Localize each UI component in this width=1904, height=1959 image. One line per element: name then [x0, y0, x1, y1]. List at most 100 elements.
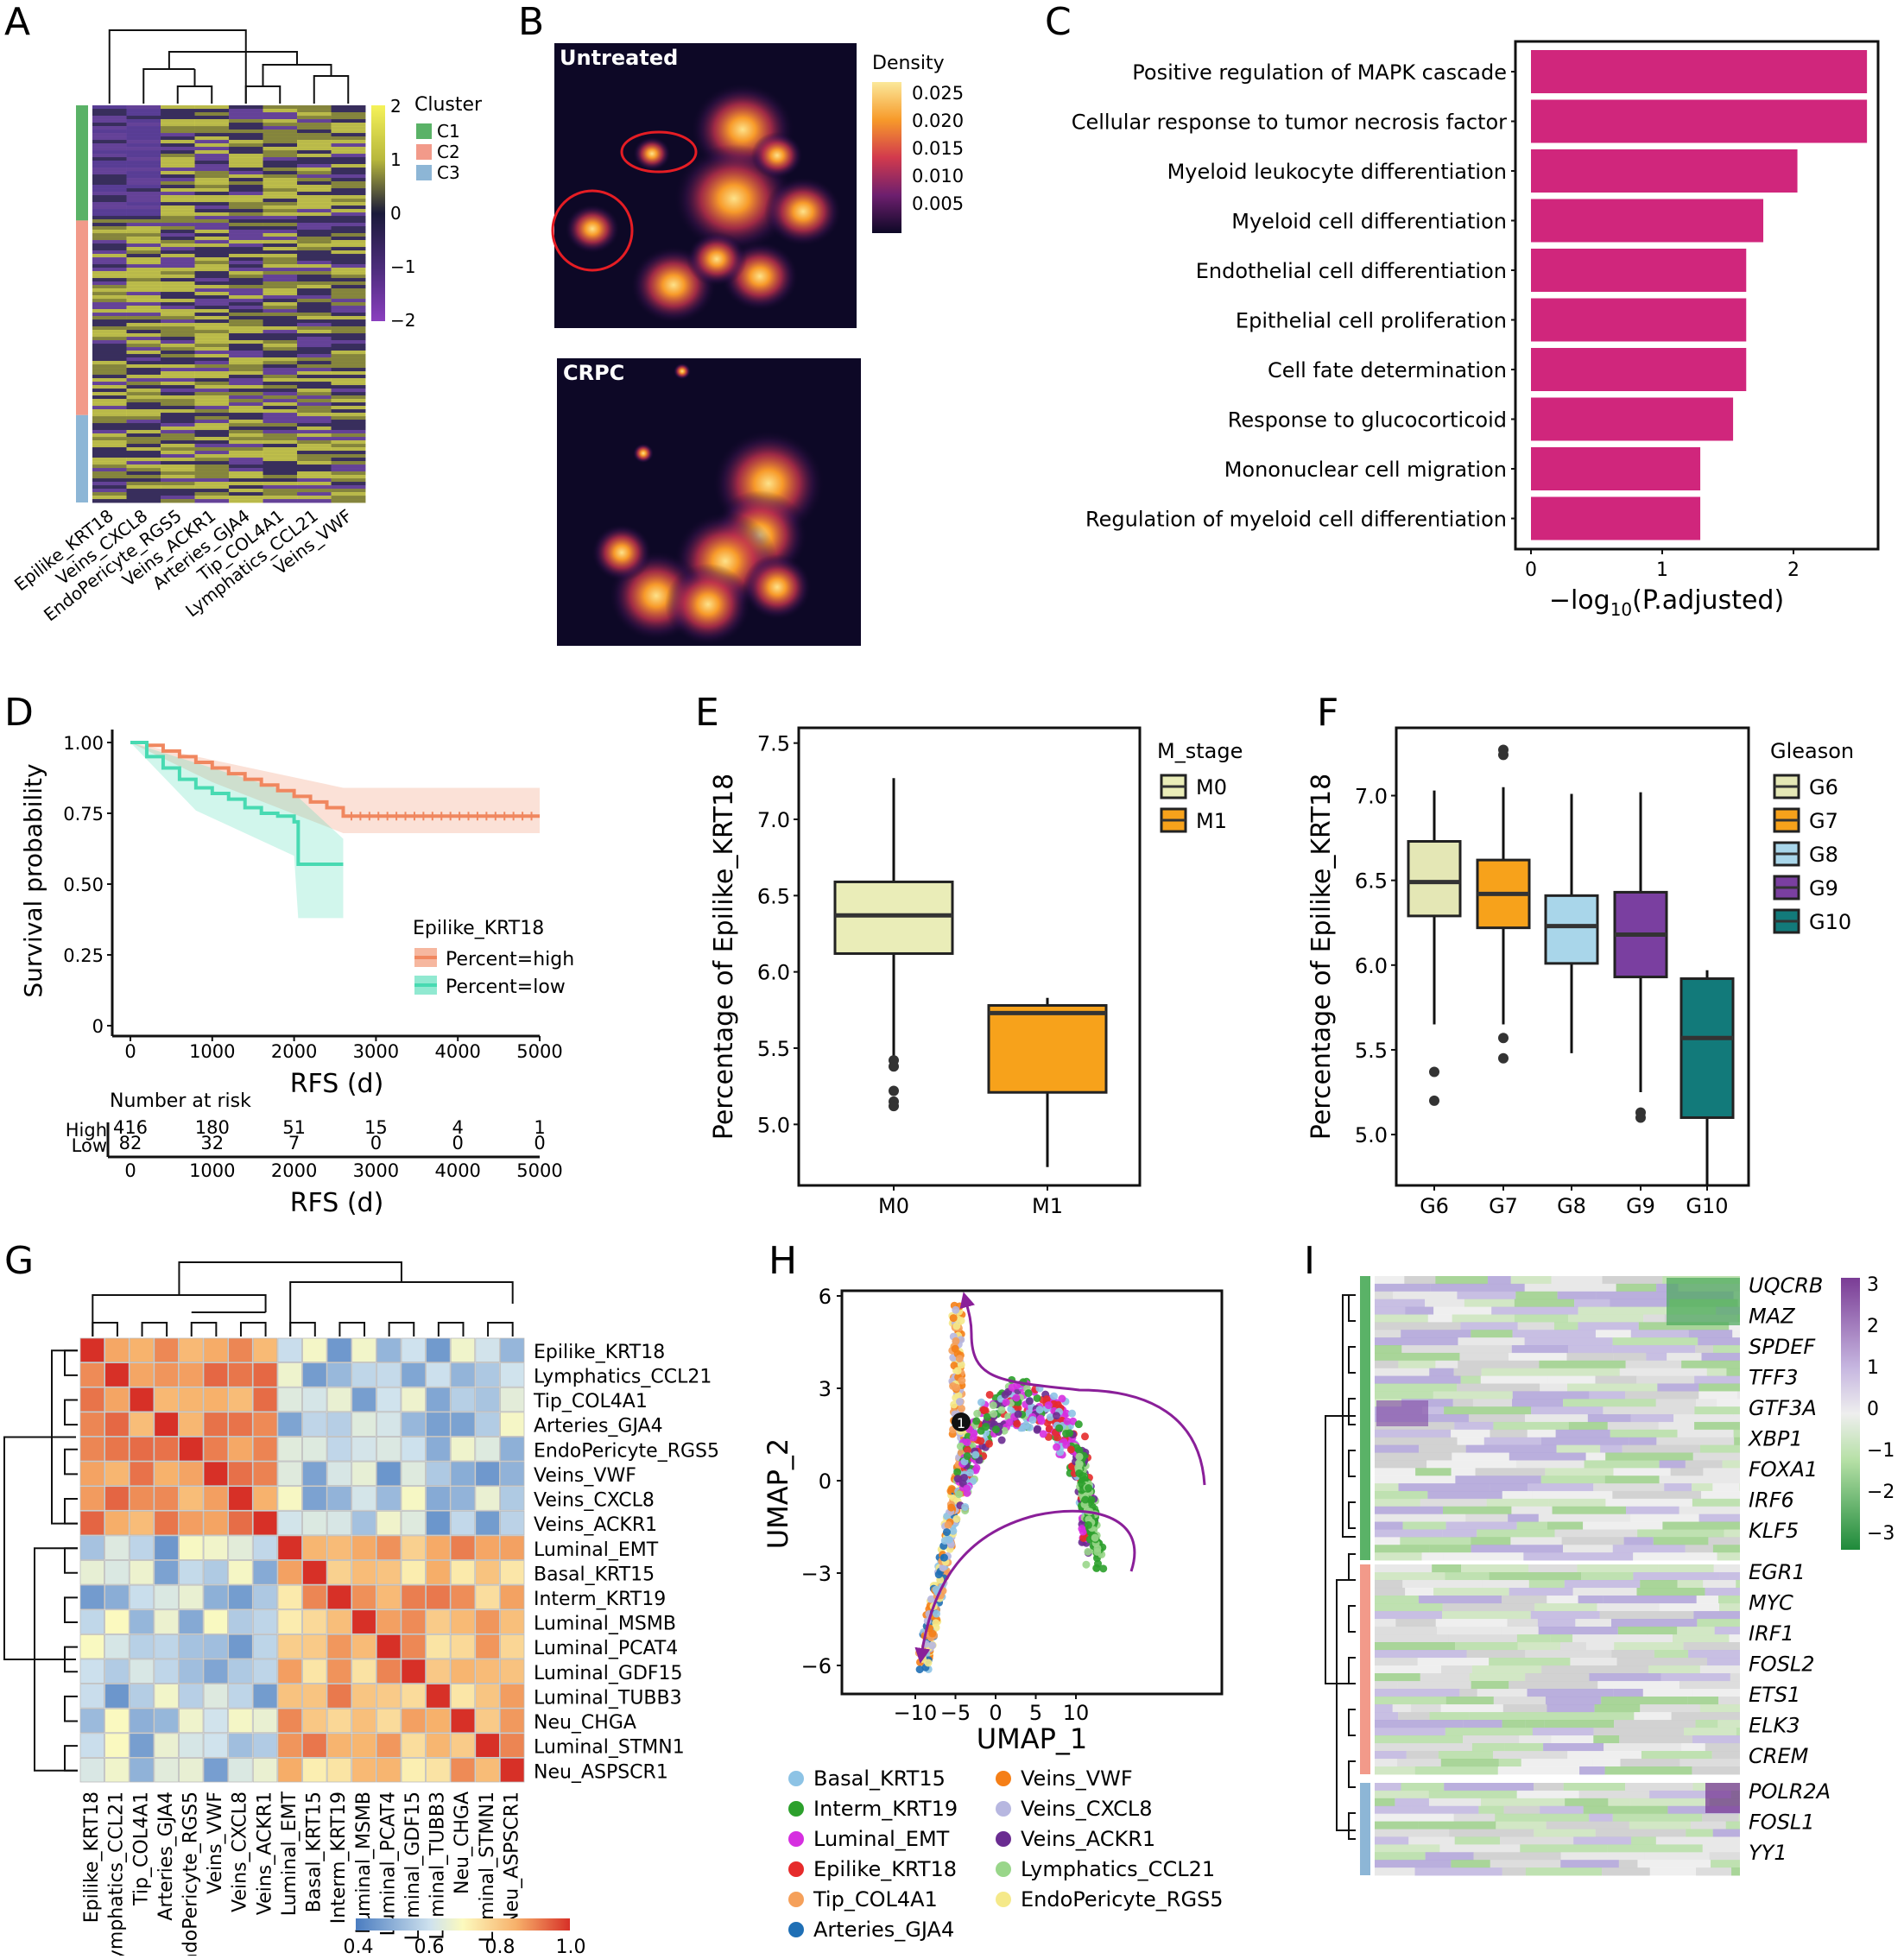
panel-a-heat-cell	[195, 130, 230, 134]
panel-d-legend-label: Percent=high	[446, 949, 574, 970]
panel-i-cell	[1375, 1284, 1430, 1292]
panel-i-cell	[1375, 1337, 1458, 1345]
panel-a-heat-cell	[161, 378, 195, 382]
panel-a-heat-cell	[229, 157, 263, 161]
panel-g-cell	[130, 1758, 154, 1782]
panel-i-cell	[1415, 1867, 1502, 1875]
panel-a-heat-cell	[127, 133, 161, 137]
panel-g-cell	[130, 1659, 154, 1684]
panel-i-cell	[1586, 1453, 1606, 1461]
panel-i-cell	[1679, 1759, 1740, 1767]
panel-b-density-blob	[674, 363, 691, 380]
panel-a-heat-cell	[229, 392, 263, 396]
panel-i-cell	[1375, 1276, 1404, 1284]
panel-h-point	[1079, 1472, 1086, 1480]
panel-h-point	[1075, 1453, 1083, 1461]
panel-i-cell	[1660, 1476, 1728, 1483]
panel-a-heat-cell	[127, 143, 161, 148]
panel-g-cell	[402, 1462, 426, 1486]
panel-a-heat-cell	[297, 257, 332, 262]
panel-g-column-label: Luminal_GDF15	[402, 1792, 424, 1941]
panel-a-heat-cell	[127, 240, 161, 244]
panel-a-heat-cell	[332, 105, 366, 110]
panel-a-heat-cell	[229, 378, 263, 382]
panel-g-cell	[278, 1758, 302, 1782]
panel-a-heat-cell	[263, 492, 298, 496]
panel-i-cell	[1515, 1314, 1568, 1322]
panel-a-heat-cell	[263, 257, 298, 262]
panel-letter-h: H	[769, 1239, 797, 1283]
panel-a-heat-cell	[297, 489, 332, 493]
panel-g-cell	[155, 1561, 179, 1585]
panel-i-cell	[1375, 1658, 1418, 1666]
panel-i-cell	[1577, 1564, 1658, 1573]
panel-i-cell	[1509, 1588, 1573, 1596]
panel-a-heat-cell	[195, 440, 230, 445]
panel-a-heat-cell	[92, 330, 127, 334]
panel-g-row-label: Neu_ASPSCR1	[534, 1761, 668, 1783]
panel-h-legend-dot	[996, 1831, 1011, 1847]
panel-i-cell	[1613, 1353, 1646, 1361]
panel-a-heat-cell	[127, 385, 161, 389]
panel-a-heat-cell	[229, 458, 263, 462]
panel-h-ylabel: UMAP_2	[762, 1438, 794, 1550]
panel-g-cell	[80, 1536, 104, 1560]
panel-a-heat-cell	[195, 226, 230, 231]
panel-a-heat-cell	[229, 268, 263, 272]
panel-g-cell	[427, 1734, 451, 1758]
panel-a-heat-cell	[332, 240, 366, 244]
panel-a-heat-cell	[92, 402, 127, 407]
box-outlier	[889, 1061, 899, 1071]
panel-a-heat-cell	[332, 302, 366, 306]
panel-h-legend-dot	[788, 1861, 804, 1877]
panel-i-cell	[1540, 1383, 1567, 1391]
panel-g-cell	[204, 1610, 228, 1634]
panel-i-cell	[1693, 1453, 1740, 1461]
panel-h-point	[952, 1345, 959, 1353]
panel-g-colorbar-tick: 0.6	[414, 1937, 445, 1956]
panel-h-point	[919, 1655, 927, 1663]
panel-h-legend-label: Veins_ACKR1	[1021, 1827, 1155, 1851]
panel-i-cell	[1736, 1580, 1740, 1589]
panel-g-cell	[229, 1437, 253, 1461]
panel-d-risk-value: 0	[534, 1133, 545, 1153]
panel-a-heat-cell	[229, 475, 263, 479]
panel-a-heat-cell	[263, 416, 298, 420]
panel-a-heat-cell	[92, 451, 127, 455]
panel-a-heat-cell	[332, 116, 366, 120]
panel-a-heat-cell	[92, 126, 127, 130]
panel-i-group-bar	[1360, 1276, 1370, 1560]
panel-a-heat-cell	[297, 164, 332, 168]
panel-i-cell	[1606, 1552, 1634, 1560]
panel-i-cell	[1512, 1345, 1568, 1353]
panel-g-cell	[130, 1511, 154, 1535]
panel-i-cell	[1578, 1596, 1604, 1604]
panel-a-heat-cell	[92, 406, 127, 410]
panel-g-cell	[229, 1487, 253, 1511]
panel-a-heat-cell	[332, 223, 366, 227]
panel-a-heat-cell	[332, 416, 366, 420]
panel-g-cell	[130, 1634, 154, 1659]
panel-a-heat-cell	[229, 409, 263, 414]
panel-g-cell	[402, 1412, 426, 1437]
panel-a-legend-label: C3	[437, 162, 460, 183]
panel-b-colorbar	[872, 82, 901, 233]
panel-i-cell	[1375, 1514, 1465, 1522]
panel-a-heat-cell	[92, 295, 127, 300]
panel-a-heat-cell	[332, 209, 366, 213]
panel-a-heat-cell	[195, 119, 230, 123]
panel-a-heat-cell	[297, 261, 332, 265]
panel-h-point	[1040, 1430, 1047, 1438]
panel-a-heat-cell	[92, 313, 127, 317]
panel-a-heat-cell	[332, 119, 366, 123]
panel-e-ylabel: Percentage of Epilike_KRT18	[709, 774, 739, 1140]
panel-a-heat-cell	[195, 202, 230, 206]
panel-g-cell	[327, 1610, 351, 1634]
panel-a-heat-cell	[263, 268, 298, 272]
panel-a-heat-cell	[195, 451, 230, 455]
panel-g-cell	[130, 1536, 154, 1560]
panel-a-heat-cell	[297, 268, 332, 272]
panel-g-cell	[155, 1462, 179, 1486]
panel-a-heat-cell	[263, 150, 298, 155]
panel-a-heat-cell	[263, 126, 298, 130]
